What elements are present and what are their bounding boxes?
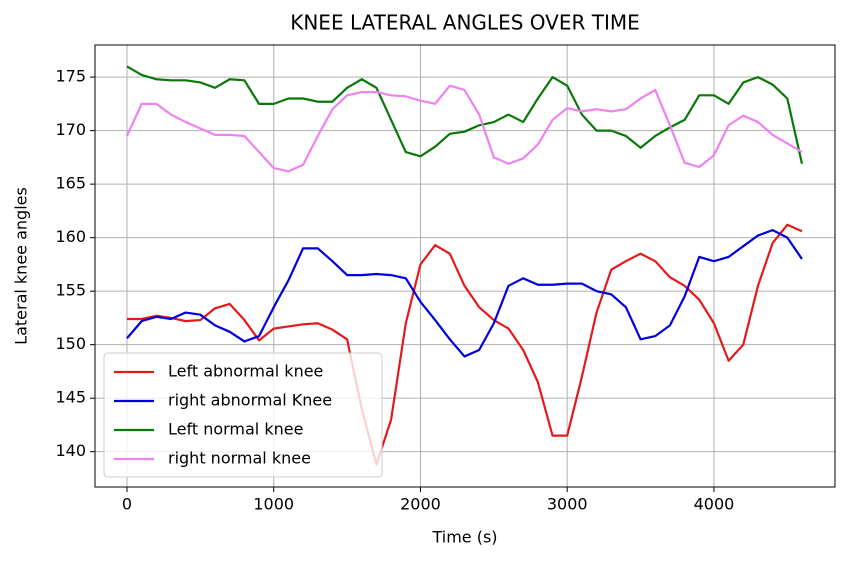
- y-tick-label: 145: [55, 388, 86, 407]
- line-series: [125, 84, 803, 173]
- legend-label: Left abnormal knee: [168, 362, 323, 381]
- y-tick-label: 170: [55, 120, 86, 139]
- y-tick-label: 175: [55, 67, 86, 86]
- y-tick-label: 150: [55, 334, 86, 353]
- x-axis-label: Time (s): [431, 528, 497, 547]
- line-series: [126, 223, 803, 466]
- line-series: [126, 65, 804, 165]
- legend-label: Left normal knee: [168, 420, 303, 439]
- plot-frame: [94, 44, 836, 488]
- legend-box: [103, 352, 383, 478]
- y-tick-label: 165: [55, 174, 86, 193]
- x-tick-label: 1000: [253, 495, 294, 514]
- line-series: [126, 229, 803, 358]
- y-tick-label: 160: [55, 227, 86, 246]
- y-tick-label: 155: [55, 281, 86, 300]
- y-tick-label: 140: [55, 441, 86, 460]
- x-tick-label: 2000: [400, 495, 441, 514]
- chart-title: KNEE LATERAL ANGLES OVER TIME: [290, 11, 640, 35]
- x-tick-label: 0: [122, 495, 132, 514]
- y-axis-label: Lateral knee angles: [12, 187, 31, 345]
- x-tick-label: 4000: [694, 495, 735, 514]
- x-tick-label: 3000: [547, 495, 588, 514]
- legend-label: right abnormal Knee: [168, 391, 332, 410]
- legend-label: right normal knee: [168, 449, 311, 468]
